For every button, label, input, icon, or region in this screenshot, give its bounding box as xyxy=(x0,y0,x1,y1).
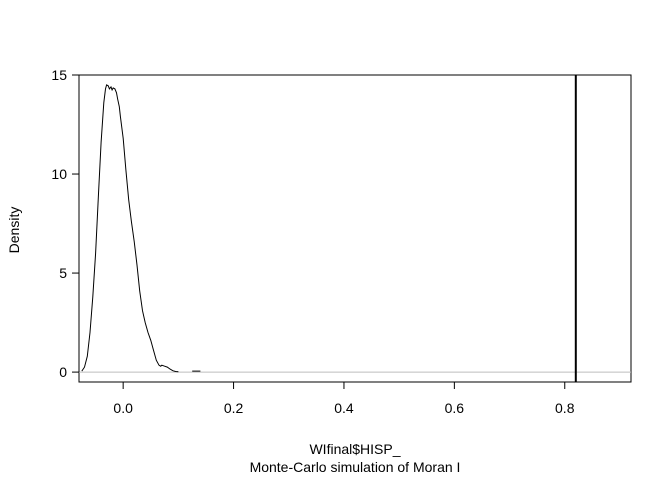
x-tick-label: 0.4 xyxy=(334,400,354,416)
plot-content xyxy=(79,75,631,382)
y-tick-label: 15 xyxy=(51,67,67,83)
plot-frame xyxy=(78,74,632,383)
y-axis-label: Density xyxy=(6,207,22,254)
x-tick-label: 0.0 xyxy=(113,400,133,416)
x-tick-label: 0.8 xyxy=(555,400,575,416)
density-curve xyxy=(81,84,179,373)
x-axis-label: WIfinal$HISP_ xyxy=(309,441,400,457)
y-tick-label: 5 xyxy=(59,265,67,281)
y-tick-label: 10 xyxy=(51,166,67,182)
x-tick-label: 0.2 xyxy=(224,400,244,416)
y-tick-label: 0 xyxy=(59,364,67,380)
x-tick-label: 0.6 xyxy=(445,400,465,416)
y-axis: 0 5 10 15 xyxy=(51,67,80,380)
x-axis: 0.0 0.2 0.4 0.6 0.8 xyxy=(113,381,575,416)
x-axis-sublabel: Monte-Carlo simulation of Moran I xyxy=(250,459,461,475)
